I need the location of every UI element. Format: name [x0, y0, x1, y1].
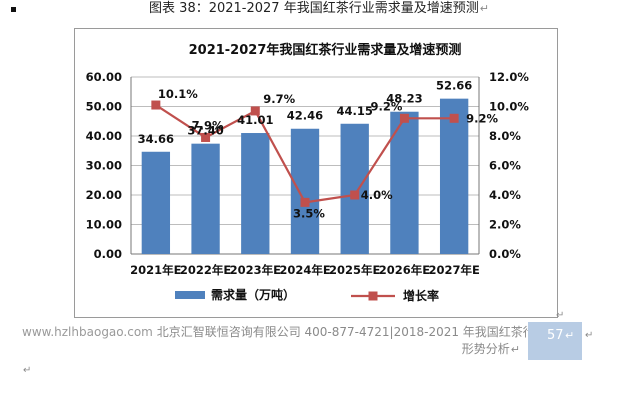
chart-frame: 2021-2027年我国红茶行业需求量及增速预测 0.00 10.00 20.00 30…: [74, 28, 558, 318]
x-tick-label: 2021年E: [130, 263, 182, 277]
y-right-tick-label: 4.0%: [489, 188, 521, 202]
y-left-tick-label: 50.00: [86, 100, 122, 114]
page-number: 57: [547, 328, 564, 343]
x-tick-label: 2024年E: [279, 263, 331, 277]
paragraph-mark-icon: ↵: [565, 329, 575, 342]
bar-value-label: 44.15: [337, 104, 373, 118]
bar-value-label: 34.66: [138, 132, 174, 146]
growth-marker: [449, 113, 459, 123]
x-tick-label: 2025年E: [329, 263, 381, 277]
x-tick-label: 2026年E: [379, 263, 431, 277]
x-tick-label: 2027年E: [428, 263, 480, 277]
anchor-mark-icon: ↵: [556, 310, 565, 321]
bar: [340, 123, 369, 254]
figure-caption-text: 图表 38：2021-2027 年我国红茶行业需求量及增速预测: [149, 1, 479, 16]
legend-line-label: 增长率: [403, 288, 439, 303]
bar-value-label: 48.23: [386, 92, 422, 106]
footer-line: www.hzlhbaogao.com 北京汇智联恒咨询有限公司 400-877-…: [22, 324, 571, 340]
paragraph-mark-icon: ↵: [510, 343, 520, 356]
bullet-marker: [11, 7, 16, 12]
footer-company: 北京汇智联恒咨询有限公司: [156, 325, 301, 339]
line-value-label: 9.2%: [371, 99, 403, 113]
y-right-tick-label: 6.0%: [489, 159, 521, 173]
y-right-tick-label: 12.0%: [489, 70, 529, 84]
y-left-tick-label: 10.00: [86, 218, 122, 232]
y-left-tick-label: 30.00: [86, 159, 122, 173]
line-value-label: 9.7%: [263, 92, 295, 106]
bar: [241, 133, 270, 254]
legend-bar-swatch: [175, 291, 205, 299]
paragraph-mark-icon: ↵: [479, 2, 489, 15]
line-value-label: 3.5%: [293, 206, 325, 220]
bar: [390, 111, 419, 254]
line-value-label: 4.0%: [361, 188, 393, 202]
y-right-tick-label: 10.0%: [489, 100, 529, 114]
line-value-label: 9.2%: [466, 111, 498, 125]
y-left-tick-label: 0.00: [94, 247, 122, 261]
y-left-tick-label: 60.00: [86, 70, 122, 84]
footer-continuation-line: 形势分析↵: [462, 341, 520, 358]
page-number-box: 57 ↵: [528, 322, 582, 360]
paragraph-mark-icon: ↵: [23, 365, 32, 376]
growth-marker: [300, 197, 310, 207]
bar: [439, 98, 469, 254]
figure-caption: 图表 38：2021-2027 年我国红茶行业需求量及增速预测↵: [0, 0, 638, 18]
x-tick-label: 2022年E: [180, 263, 232, 277]
y-left-tick-label: 20.00: [86, 188, 122, 202]
chart-svg: 2021-2027年我国红茶行业需求量及增速预测 0.00 10.00 20.00 30…: [86, 42, 530, 303]
paragraph-mark-icon: ↵: [585, 330, 594, 341]
legend-bar-label: 需求量（万吨）: [211, 287, 295, 302]
bar-value-label: 37.40: [187, 124, 223, 138]
bar-value-label: 52.66: [436, 79, 472, 93]
growth-marker: [399, 113, 409, 123]
y-right-tick-label: 8.0%: [489, 129, 521, 143]
bar-value-label: 41.01: [237, 113, 273, 127]
y-left-tick-label: 40.00: [86, 129, 122, 143]
growth-marker: [151, 100, 161, 110]
footer-website[interactable]: www.hzlhbaogao.com: [22, 325, 153, 339]
bar-value-label: 42.46: [287, 109, 323, 123]
y-right-tick-label: 2.0%: [489, 218, 521, 232]
chart-title: 2021-2027年我国红茶行业需求量及增速预测: [189, 42, 462, 58]
bar: [191, 143, 220, 254]
footer-phone-ref: 400-877-4721|2018-2021 年我国红茶行业供需: [304, 325, 571, 339]
x-tick-label: 2023年E: [230, 263, 282, 277]
legend-line-marker: [368, 291, 378, 301]
footer-continuation: 形势分析: [461, 342, 510, 356]
bar: [290, 128, 320, 254]
bar: [141, 151, 171, 254]
growth-marker: [250, 106, 260, 116]
y-right-tick-label: 0.0%: [489, 247, 521, 261]
line-value-label: 10.1%: [158, 87, 198, 101]
growth-marker: [201, 132, 211, 142]
line-value-label: 7.9%: [192, 118, 224, 132]
growth-marker: [350, 190, 360, 200]
